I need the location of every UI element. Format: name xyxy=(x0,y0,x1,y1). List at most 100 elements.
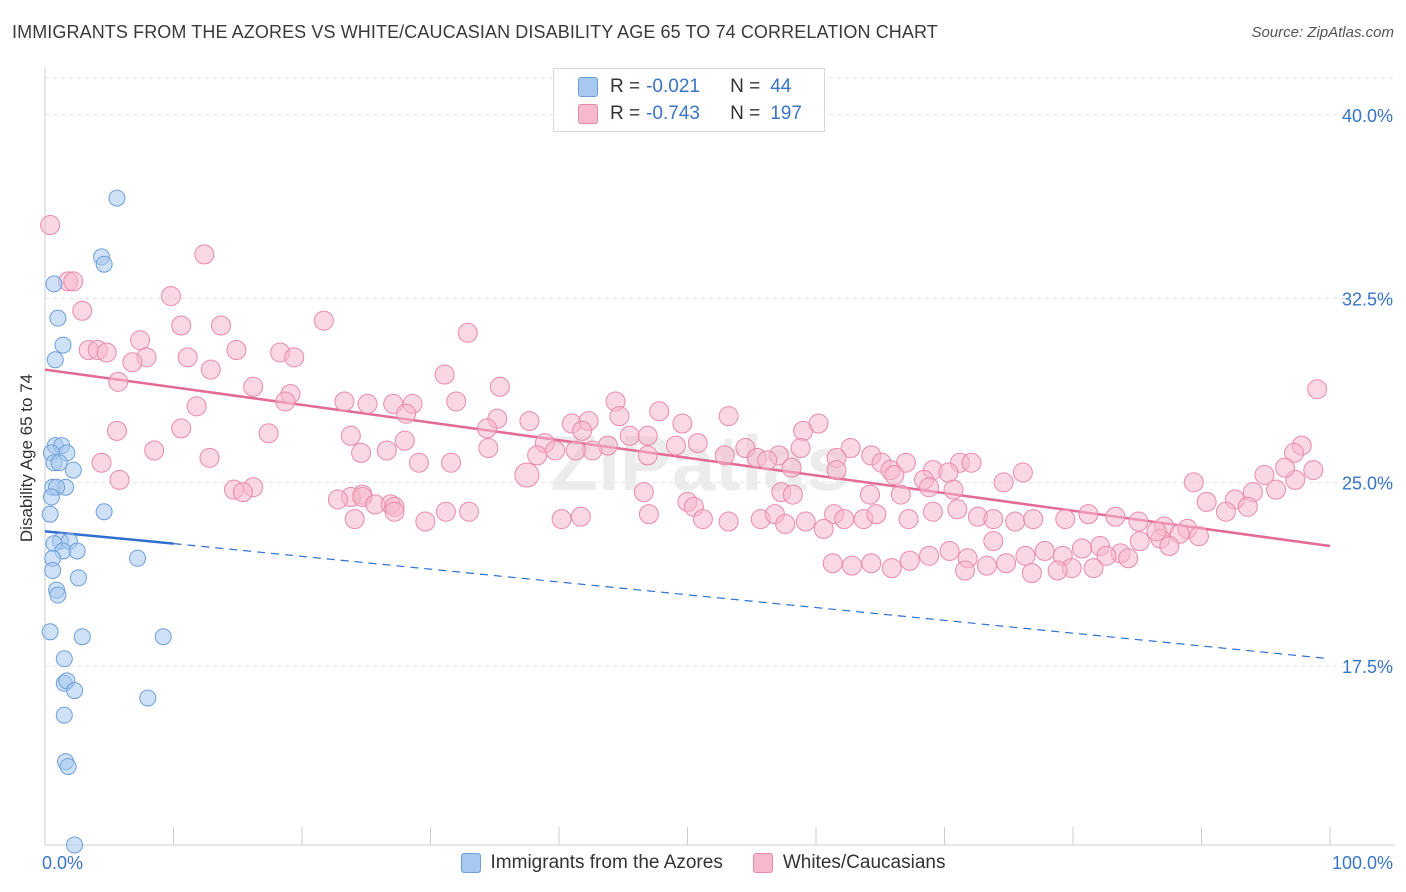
azores-point xyxy=(95,503,113,521)
whites-point xyxy=(1275,457,1296,478)
whites-point xyxy=(344,509,365,530)
whites-point xyxy=(1128,511,1149,532)
azores-point xyxy=(49,309,67,327)
whites-point xyxy=(1183,472,1204,493)
x-tick-label-max: 100.0% xyxy=(1332,853,1393,873)
whites-point xyxy=(351,442,372,463)
whites-point xyxy=(795,511,816,532)
azores-point xyxy=(59,758,77,776)
whites-point xyxy=(919,477,940,498)
chart-title: IMMIGRANTS FROM THE AZORES VS WHITE/CAUC… xyxy=(12,22,938,42)
whites-point xyxy=(898,509,919,530)
whites-point xyxy=(1012,462,1033,483)
whites-point xyxy=(340,425,361,446)
whites-point xyxy=(565,440,586,461)
whites-point xyxy=(96,342,117,363)
whites-point xyxy=(775,513,796,534)
whites-point xyxy=(1023,509,1044,530)
whites-point xyxy=(1105,506,1126,527)
azores-point xyxy=(46,351,64,369)
whites-point xyxy=(109,469,130,490)
whites-point xyxy=(822,553,843,574)
correlation-legend: R = -0.021 N = 44 R = -0.743 N = 197 xyxy=(553,68,825,132)
azores-point xyxy=(139,689,157,707)
whites-point xyxy=(232,482,253,503)
whites-point xyxy=(961,452,982,473)
whites-point xyxy=(171,418,192,439)
whites-point xyxy=(1196,491,1217,512)
whites-point xyxy=(1188,526,1209,547)
azores-point xyxy=(55,706,73,724)
whites-point xyxy=(434,364,455,385)
azores-point xyxy=(64,461,82,479)
azores-point xyxy=(73,628,91,646)
whites-point xyxy=(527,445,548,466)
whites-point xyxy=(72,300,93,321)
whites-point xyxy=(841,555,862,576)
whites-point xyxy=(514,462,540,488)
azores-point xyxy=(95,255,113,273)
whites-point xyxy=(996,553,1017,574)
whites-point xyxy=(790,438,811,459)
whites-point xyxy=(899,550,920,571)
legend-swatch-whites xyxy=(578,104,598,124)
azores-point xyxy=(50,454,68,472)
legend-r-label: R = xyxy=(610,76,641,97)
whites-point xyxy=(1005,511,1026,532)
whites-point xyxy=(692,509,713,530)
whites-point xyxy=(983,509,1004,530)
y-tick-label: 25.0% xyxy=(1342,473,1393,493)
whites-point xyxy=(394,430,415,451)
whites-point xyxy=(718,511,739,532)
whites-point xyxy=(1096,545,1117,566)
azores-point xyxy=(55,650,73,668)
azores-point xyxy=(69,569,87,587)
legend-n-label: N = xyxy=(730,103,761,124)
whites-point xyxy=(1146,521,1167,542)
legend-n-value: 44 xyxy=(770,76,792,97)
series-swatch-azores xyxy=(460,853,481,873)
whites-point xyxy=(1034,540,1055,561)
whites-point xyxy=(955,560,976,581)
whites-point xyxy=(194,244,215,265)
azores-point xyxy=(66,836,84,854)
whites-point xyxy=(781,457,802,478)
whites-point xyxy=(619,425,640,446)
whites-point xyxy=(171,315,192,336)
whites-point xyxy=(866,504,887,525)
whites-point xyxy=(1047,560,1068,581)
whites-point xyxy=(993,472,1014,493)
whites-point xyxy=(637,425,658,446)
series-legend-azores[interactable]: Immigrants from the Azores xyxy=(460,852,723,874)
whites-point xyxy=(834,509,855,530)
azores-point xyxy=(66,682,84,700)
whites-point xyxy=(714,445,735,466)
whites-point xyxy=(313,310,334,331)
whites-point xyxy=(665,435,686,456)
whites-point xyxy=(435,501,456,522)
whites-point xyxy=(130,330,151,351)
whites-point xyxy=(1159,536,1180,557)
whites-point xyxy=(890,484,911,505)
series-swatch-whites xyxy=(752,853,773,873)
whites-point xyxy=(199,447,220,468)
whites-point xyxy=(976,555,997,576)
whites-point xyxy=(40,215,61,236)
legend-r-label: R = xyxy=(610,103,641,124)
whites-point xyxy=(572,420,593,441)
whites-point xyxy=(226,340,247,361)
whites-point xyxy=(637,445,658,466)
whites-point xyxy=(1129,531,1150,552)
whites-point xyxy=(919,545,940,566)
whites-point xyxy=(334,391,355,412)
source-label: Source: ZipAtlas.com xyxy=(1251,24,1394,41)
whites-point xyxy=(415,511,436,532)
whites-point xyxy=(840,438,861,459)
series-legend-whites[interactable]: Whites/Caucasians xyxy=(752,852,945,874)
y-tick-label: 40.0% xyxy=(1342,106,1393,126)
azores-point xyxy=(154,628,172,646)
whites-point xyxy=(687,433,708,454)
whites-point xyxy=(144,440,165,461)
whites-point xyxy=(939,540,960,561)
